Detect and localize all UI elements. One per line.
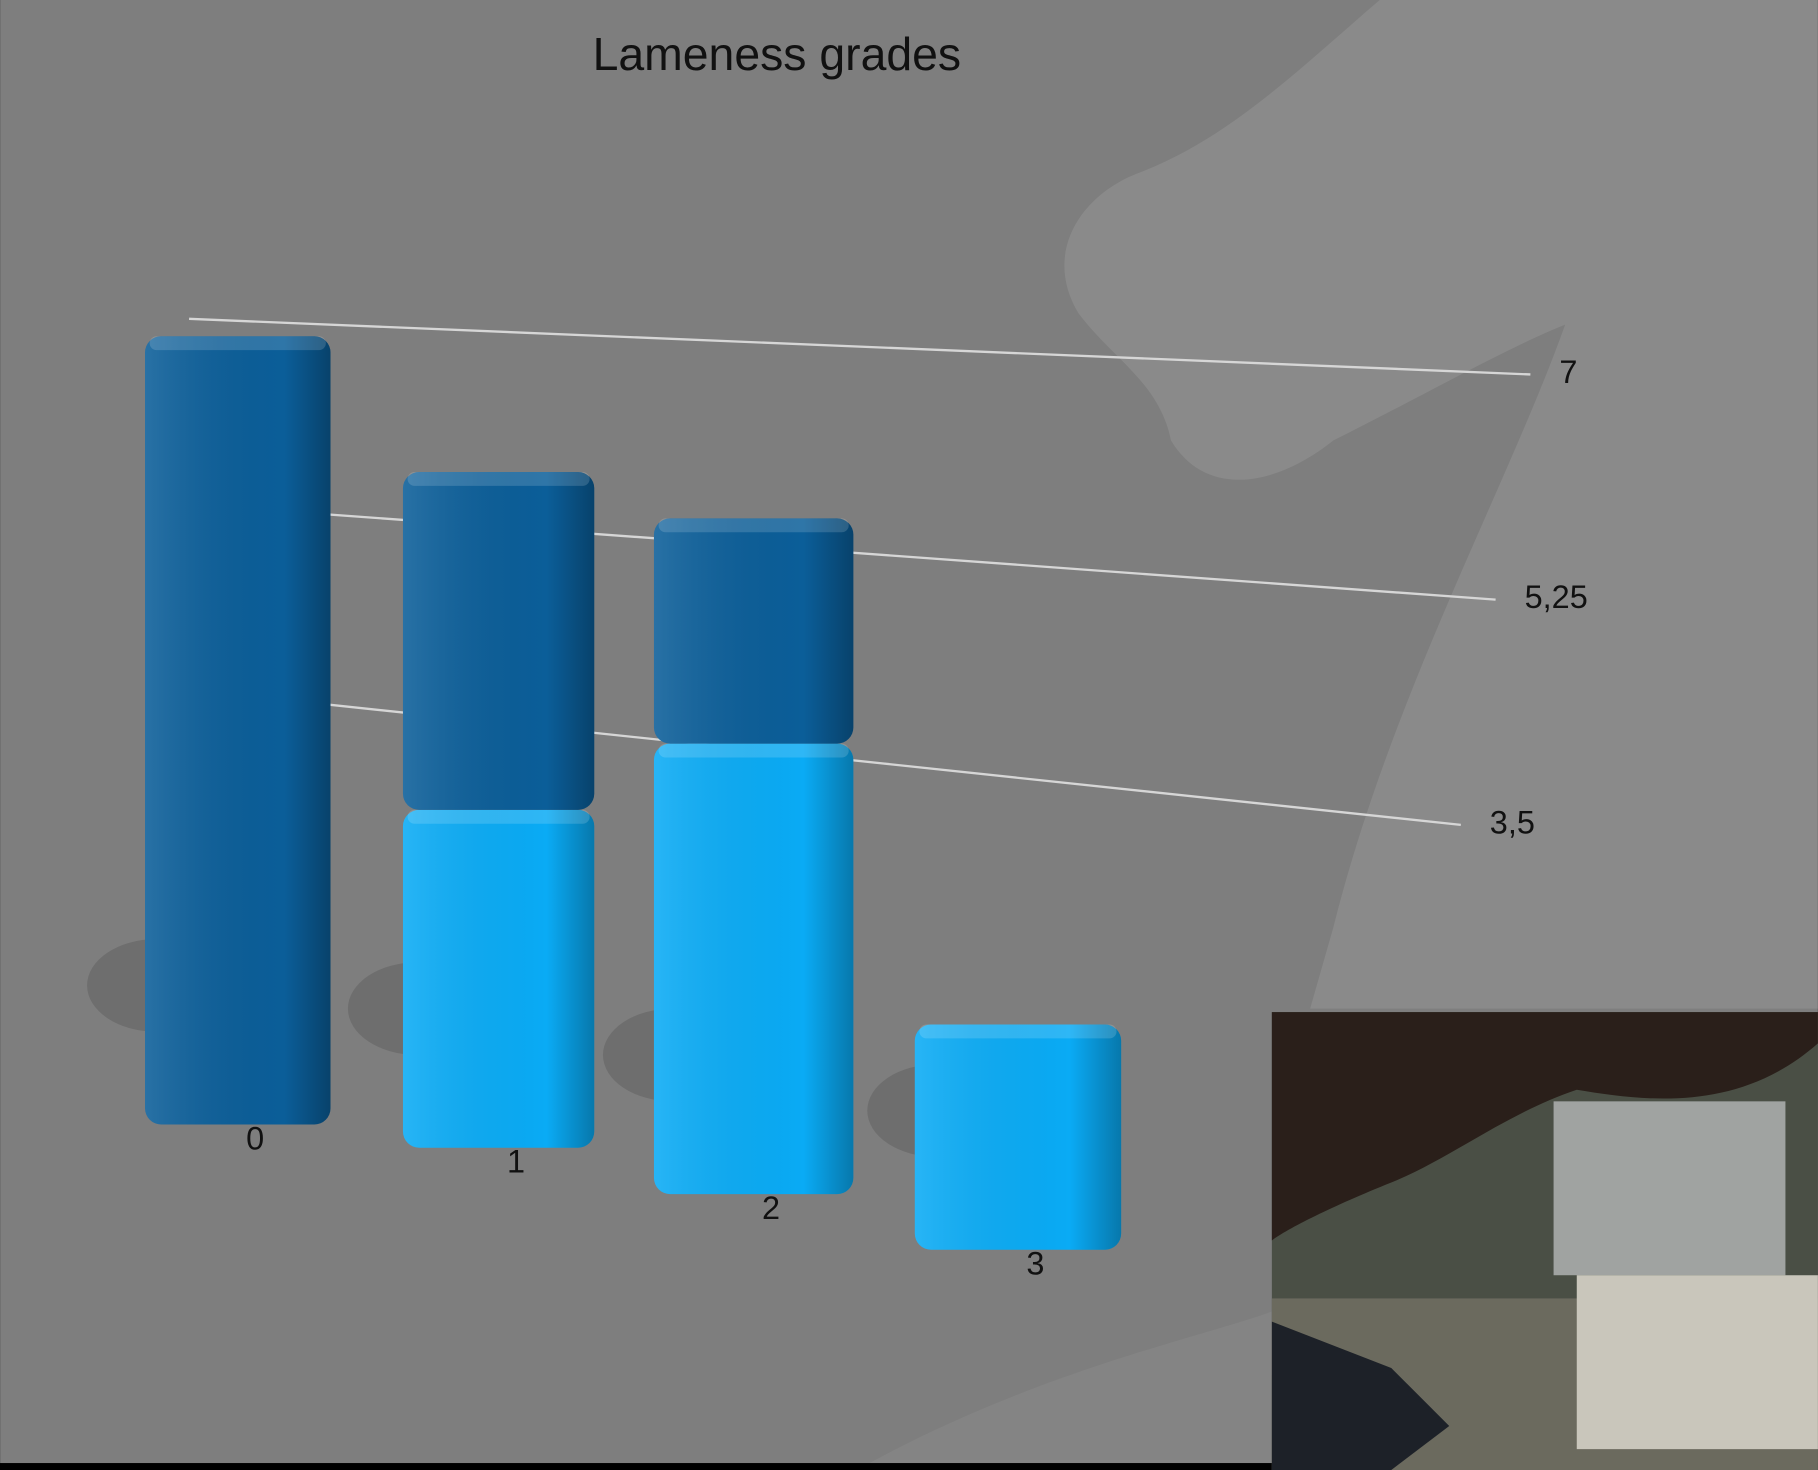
horse-silhouette	[1064, 0, 1818, 1009]
bar-top	[407, 472, 590, 486]
bar-top	[919, 1024, 1117, 1039]
y-tick-label: 7	[1559, 354, 1577, 390]
bar-sheen	[653, 518, 854, 744]
bar-top	[658, 743, 849, 758]
video-cage	[1553, 1101, 1786, 1276]
x-tick-label: 3	[1026, 1246, 1044, 1282]
x-tick-label: 2	[762, 1190, 780, 1226]
x-tick-label: 1	[507, 1144, 525, 1180]
x-tick-label: 0	[246, 1120, 264, 1156]
video-horse	[1271, 1012, 1818, 1241]
y-tick-label: 5,25	[1525, 579, 1588, 615]
y-tick-label: 3,5	[1490, 804, 1535, 840]
bar-sheen	[653, 743, 854, 1195]
bar-top	[407, 809, 590, 824]
video-truck	[1576, 1275, 1818, 1450]
video-inset	[1271, 1012, 1818, 1470]
bar-top	[658, 518, 849, 533]
video-person	[1271, 1321, 1450, 1470]
bar-sheen	[402, 472, 595, 810]
bar-sheen	[402, 809, 595, 1148]
horse-silhouette	[869, 1310, 1276, 1464]
bars: 0 1 2 3	[87, 336, 1122, 1282]
bar-top	[149, 336, 326, 351]
chart-title: Lameness grades	[593, 28, 962, 80]
grid-line	[189, 317, 1531, 376]
bar-sheen	[914, 1024, 1122, 1250]
bar-sheen	[145, 336, 331, 1125]
